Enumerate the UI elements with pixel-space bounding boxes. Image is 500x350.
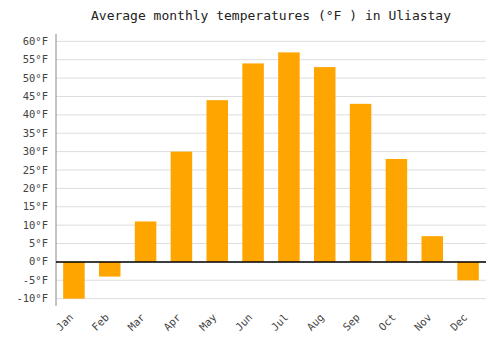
bar [242,63,263,261]
x-tick-label: Sep [340,311,362,333]
grid-line [56,298,486,299]
y-grid [56,41,486,298]
y-tick-label: -10°F [16,292,48,304]
x-tick-label: Jan [53,311,75,333]
y-tick-label: 15°F [23,200,48,212]
title: Average monthly temperatures (°F ) in Ul… [91,8,451,23]
bar [278,52,300,262]
bar [314,67,336,262]
y-tick-label: 55°F [23,53,48,65]
y-tick-label: 0°F [29,255,48,267]
bar [350,104,372,262]
bar [135,221,157,261]
x-tick-label: Jun [233,311,255,333]
y-axis-line [56,34,57,306]
grid-line [56,151,486,152]
y-tick-label: 30°F [23,145,48,157]
bar [422,236,444,262]
grid-line [56,188,486,189]
bar [457,262,479,280]
x-tick-label: Aug [304,311,326,333]
bar [99,262,121,277]
grid-line [56,78,486,79]
y-tick-label: 10°F [23,219,48,231]
y-tick-label: 50°F [23,72,48,84]
y-tick-label: 20°F [23,182,48,194]
grid-line [56,59,486,60]
x-tick-label: Feb [89,311,111,333]
grid-line [56,96,486,97]
grid-line [56,41,486,42]
y-tick-label: 45°F [23,90,48,102]
x-tick-label: Nov [412,311,434,333]
y-tick-label: -5°F [23,274,48,286]
x-tick-label: Jul [268,311,290,333]
bar [207,100,229,262]
grid-line [56,225,486,226]
bar [171,152,193,262]
chart: Average monthly temperatures (°F ) in Ul… [0,0,500,350]
bar [386,159,408,262]
x-tick-label: Dec [448,311,470,333]
y-tick-label: 35°F [23,127,48,139]
x-tick-label: Oct [376,311,398,333]
grid-line [56,206,486,207]
zero-line [56,261,486,263]
bar [63,262,85,299]
grid-line [56,280,486,281]
grid-line [56,114,486,115]
grid-line [56,170,486,171]
x-tick-label: Apr [161,311,183,333]
x-tick-label: Mar [125,311,147,333]
y-tick-label: 25°F [23,164,48,176]
x-tick-label: May [197,311,219,333]
grid-line [56,261,486,262]
y-tick-label: 40°F [23,108,48,120]
y-tick-label: 5°F [29,237,48,249]
y-tick-label: 60°F [23,35,48,47]
grid-line [56,133,486,134]
